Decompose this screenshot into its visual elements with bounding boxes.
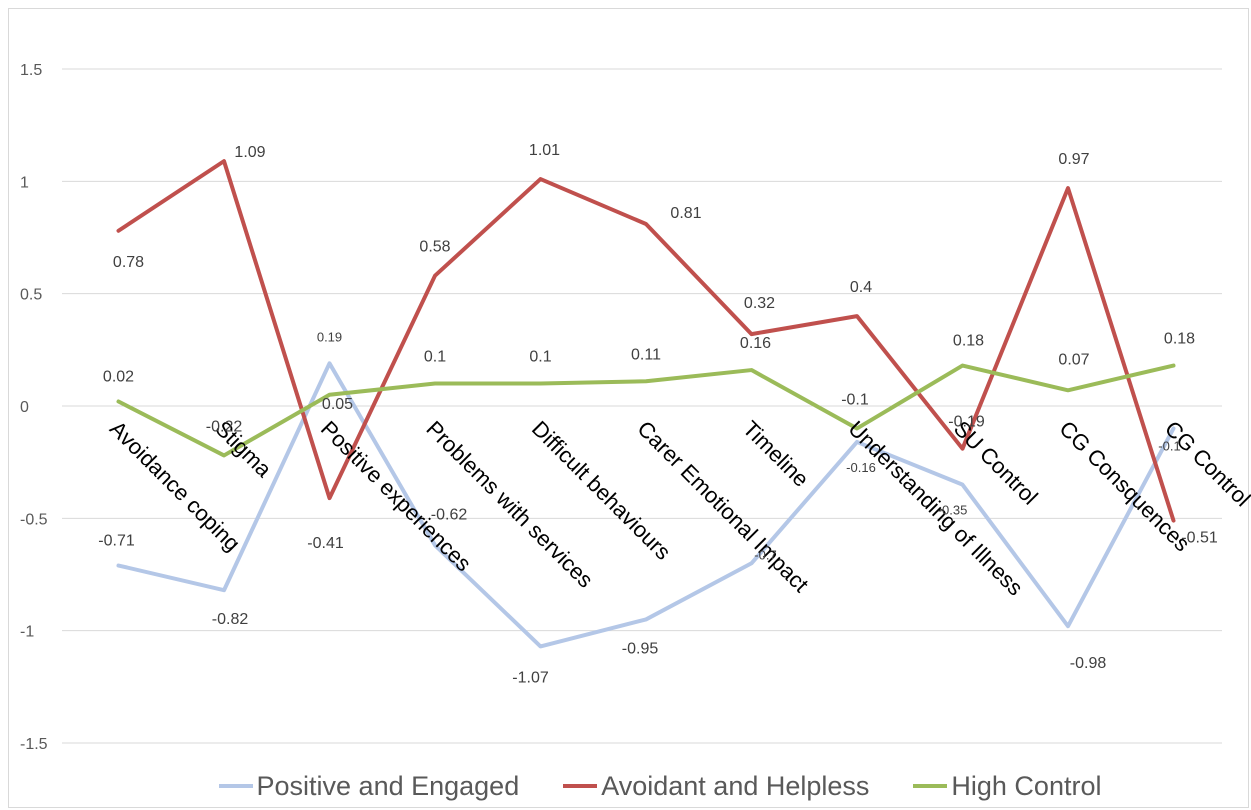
- x-tick-label: Carer Emotional Impact: [632, 416, 813, 597]
- data-label: 0.97: [1058, 151, 1089, 168]
- data-label: -0.19: [948, 414, 985, 431]
- data-label: -0.22: [206, 418, 243, 435]
- data-label: 0.1: [424, 349, 446, 366]
- data-label: 0.11: [631, 346, 661, 363]
- data-label: -0.71: [98, 533, 135, 550]
- legend-label-positive-engaged: Positive and Engaged: [256, 770, 520, 801]
- data-label: 0.4: [850, 279, 872, 296]
- data-label: 0.05: [322, 396, 353, 413]
- data-label: 1.09: [234, 144, 265, 161]
- series-line-0: [116, 361, 1176, 649]
- data-label: -0.98: [1070, 655, 1107, 672]
- y-tick-label: 0: [20, 399, 29, 416]
- data-label: -0.16: [846, 460, 876, 475]
- legend-item-avoidant-helpless: Avoidant and Helpless: [563, 771, 869, 802]
- data-label: 1.01: [529, 142, 560, 159]
- y-tick-label: 0.5: [20, 287, 42, 304]
- data-label: -0.41: [307, 535, 344, 552]
- data-label: 0.02: [103, 369, 134, 386]
- x-tick-label: Understanding of Illness: [843, 416, 1028, 601]
- y-tick-label: 1.5: [20, 62, 42, 79]
- y-tick-label: -0.5: [20, 511, 48, 528]
- data-label: -0.1: [1158, 438, 1180, 453]
- data-label: 0.07: [1058, 351, 1089, 368]
- chart-frame: [8, 8, 1249, 808]
- legend-label-avoidant-helpless: Avoidant and Helpless: [601, 770, 870, 801]
- legend-swatch-avoidant-helpless: [563, 784, 598, 788]
- series-line-1: [116, 159, 1176, 523]
- data-label: -0.82: [212, 611, 249, 628]
- data-label: -0.7: [754, 547, 776, 562]
- legend-item-high-control: High Control: [913, 771, 1101, 802]
- data-label: -0.62: [431, 506, 468, 523]
- data-label: 0.1: [529, 349, 551, 366]
- data-label: 0.18: [1164, 331, 1195, 348]
- y-tick-label: -1.5: [20, 736, 48, 753]
- data-label: 0.19: [317, 329, 342, 344]
- legend: Positive and Engaged Avoidant and Helple…: [140, 766, 1180, 806]
- x-tick-label: CG Control: [1160, 416, 1251, 511]
- series-line-2: [116, 363, 1176, 458]
- data-label: 0.16: [740, 335, 771, 352]
- y-tick-label: -1: [20, 624, 34, 641]
- data-label: 0.78: [113, 254, 144, 271]
- data-label: -0.51: [1181, 530, 1218, 547]
- data-label: 0.81: [670, 205, 701, 222]
- data-label: -0.35: [938, 503, 968, 518]
- data-label: 0.58: [419, 239, 450, 256]
- legend-swatch-positive-engaged: [218, 784, 253, 788]
- y-tick-label: 1: [20, 174, 29, 191]
- data-label: -0.1: [841, 391, 869, 408]
- data-label: -0.95: [622, 640, 659, 657]
- data-label: 0.32: [744, 295, 775, 312]
- data-label: -1.07: [512, 669, 549, 686]
- legend-swatch-high-control: [913, 784, 948, 788]
- legend-label-high-control: High Control: [951, 770, 1102, 801]
- x-tick-label: Timeline: [738, 416, 814, 492]
- legend-item-positive-engaged: Positive and Engaged: [218, 770, 520, 802]
- data-label: 0.18: [953, 333, 984, 350]
